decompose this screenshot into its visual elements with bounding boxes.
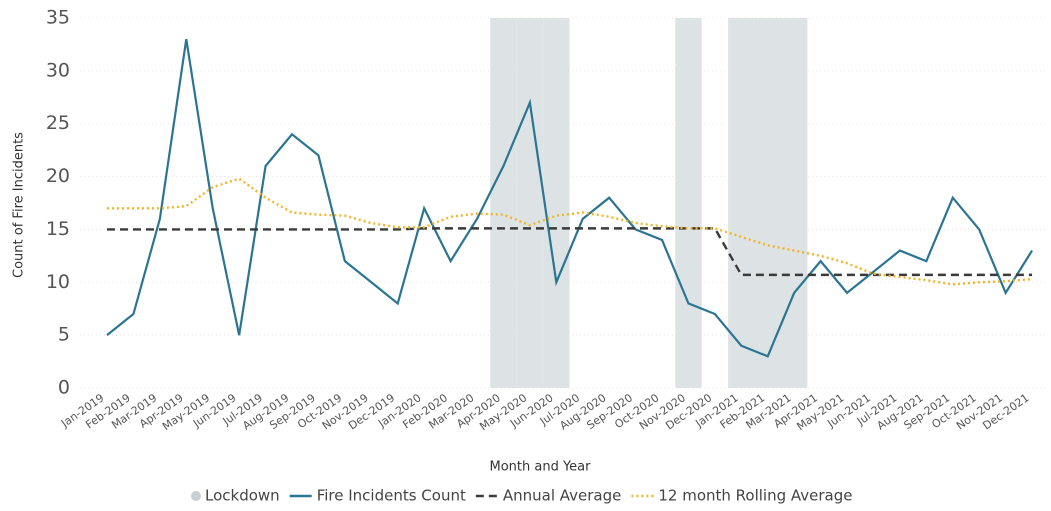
legend-item: Fire Incidents Count: [289, 487, 466, 505]
legend-label: Fire Incidents Count: [317, 487, 466, 505]
series-line: [107, 227, 1033, 277]
lockdown-band: [728, 18, 755, 388]
lockdown-band: [675, 18, 702, 388]
y-tick-label: 0: [58, 377, 70, 399]
y-tick-label: 10: [46, 271, 70, 293]
lockdown-band: [516, 18, 544, 388]
lockdown-band: [780, 18, 808, 388]
y-tick-label: 5: [58, 324, 70, 346]
lockdown-band: [490, 18, 517, 388]
y-tick-label: 25: [46, 112, 70, 134]
lockdown-band: [754, 18, 781, 388]
series-line: [106, 38, 1033, 358]
legend-label: Lockdown: [205, 487, 280, 505]
legend-label: Annual Average: [503, 487, 622, 505]
lockdown-band: [543, 18, 570, 388]
y-axis-label: Count of Fire Incidents: [12, 132, 27, 278]
legend-item: Lockdown: [191, 487, 280, 505]
legend-item: 12 month Rolling Average: [631, 487, 853, 505]
legend-label: 12 month Rolling Average: [658, 487, 852, 505]
legend-marker: [191, 491, 201, 501]
y-tick-label: 15: [46, 218, 70, 240]
series-line: [107, 177, 1033, 286]
y-tick-label: 30: [46, 59, 70, 81]
x-axis-label: Month and Year: [490, 460, 592, 475]
y-tick-label: 35: [46, 7, 70, 29]
y-tick-label: 20: [46, 165, 70, 187]
legend-item: Annual Average: [475, 487, 622, 505]
